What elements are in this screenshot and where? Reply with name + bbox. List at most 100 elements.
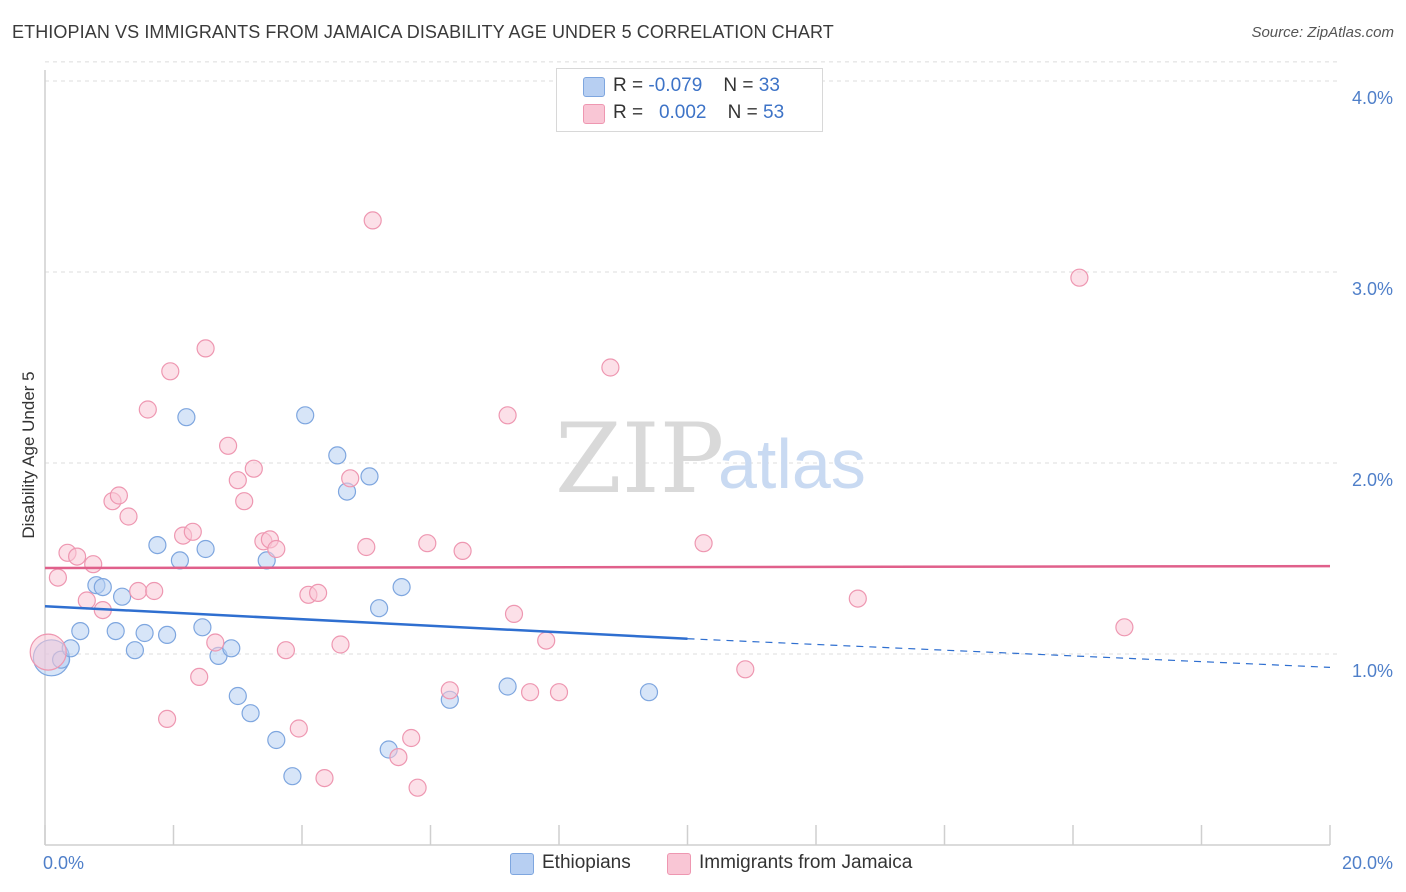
jamaica-point [183,522,202,541]
jamaica-point [190,667,209,687]
data-points [29,211,1134,797]
ethiopian-point [148,535,167,555]
legend-stats-jamaica: R = 0.002 N = 53 [613,102,785,123]
jamaica-point [48,568,68,587]
n-value: 53 [763,102,785,123]
bottom-legend-label-ethiopians: Ethiopians [542,852,631,873]
jamaica-point [309,583,328,603]
jamaica-point [84,555,103,574]
jamaica-point [440,681,459,700]
jamaica-point [389,747,408,767]
y-tick-label: 3.0% [1352,279,1393,299]
source-attribution: Source: ZipAtlas.com [1251,24,1394,41]
jamaica-point [315,768,334,788]
ethiopian-point [328,446,347,465]
trend-lines [44,564,1331,668]
y-tick-label: 1.0% [1352,661,1393,681]
ethiopian-point [222,639,241,658]
y-tick-label: 4.0% [1352,88,1393,108]
jamaica-point [363,211,382,230]
axes [44,70,1331,846]
correlation-legend: R = -0.079 N = 33 R = 0.002 N = 53 [556,68,823,132]
ethiopian-point [71,621,90,641]
jamaica-point [145,581,164,601]
legend-stats-ethiopians: R = -0.079 N = 33 [613,75,780,96]
x-tick-label: 0.0% [43,853,84,873]
jamaica-point [418,534,437,553]
ethiopian-point [125,641,144,660]
watermark: ZIP atlas [555,403,866,515]
y-tick-label: 2.0% [1352,470,1393,490]
jamaica-point [537,631,556,650]
ethiopian-point [196,539,215,559]
ethiopian-point [177,408,196,427]
jamaica-point [206,633,225,652]
jamaica-point [196,339,215,358]
jamaica-point [520,683,540,702]
ethiopian-point [498,677,517,696]
jamaica-point [244,459,263,478]
jamaica-point [29,633,67,671]
jamaica-point [161,362,180,381]
bottom-legend-swatch-ethiopians [510,853,534,875]
ethiopian-point [360,467,379,486]
jamaica-point [267,539,286,559]
ethiopians-trend-line [44,605,688,640]
jamaica-point [357,537,376,557]
bottom-legend-swatch-jamaica [667,853,691,875]
ethiopian-point [158,625,177,645]
jamaica-point [331,635,350,654]
ethiopian-point [106,621,125,641]
legend-swatch-ethiopians [583,77,605,97]
x-tick-label: 20.0% [1342,853,1393,873]
jamaica-point [77,591,96,610]
jamaica-point [219,436,238,455]
bottom-legend-ethiopians: Ethiopians [510,852,650,876]
jamaica-point [498,406,517,425]
ethiopian-point [283,767,302,786]
jamaica-point [453,541,472,561]
n-value: 33 [758,75,780,96]
watermark-atlas: atlas [718,425,866,503]
ethiopian-point [370,599,389,618]
jamaica-point [158,709,177,729]
ethiopian-point [135,623,154,643]
ethiopian-point [267,730,286,750]
jamaica-point [504,604,524,624]
legend-row-jamaica: R = 0.002 N = 53 [557,102,822,126]
legend-row-ethiopians: R = -0.079 N = 33 [557,75,822,99]
jamaica-point [601,358,620,377]
ethiopian-point [392,577,411,597]
y-tick-labels: 1.0% 2.0% 3.0% 4.0% [1352,88,1393,681]
legend-swatch-jamaica [583,104,605,124]
jamaica-point [228,471,247,490]
watermark-zip: ZIP [555,403,724,515]
jamaica-point [1070,268,1089,287]
ethiopian-point [170,551,189,570]
jamaica-point [138,400,157,419]
jamaica-point [1115,618,1134,637]
jamaica-point [109,486,129,505]
ethiopian-point [228,686,247,706]
jamaica-point [408,778,427,797]
x-tick-labels: 0.0% 20.0% [43,853,1393,873]
jamaica-point [67,547,87,566]
jamaica-point [549,683,569,702]
jamaica-trend-line [44,564,1331,570]
jamaica-point [276,641,295,660]
jamaica-point [289,719,308,738]
ethiopian-point [639,683,659,702]
jamaica-point [129,581,148,601]
bottom-legend-label-jamaica: Immigrants from Jamaica [699,852,913,873]
jamaica-point [402,728,421,748]
jamaica-point [235,492,254,511]
jamaica-point [119,507,138,526]
ethiopian-point [296,406,315,425]
chart-title: ETHIOPIAN VS IMMIGRANTS FROM JAMAICA DIS… [12,22,834,42]
ethiopian-point [112,587,132,606]
jamaica-point [694,534,713,553]
r-value: -0.079 [648,75,703,96]
jamaica-point [848,589,867,608]
ethiopian-point [193,618,212,637]
